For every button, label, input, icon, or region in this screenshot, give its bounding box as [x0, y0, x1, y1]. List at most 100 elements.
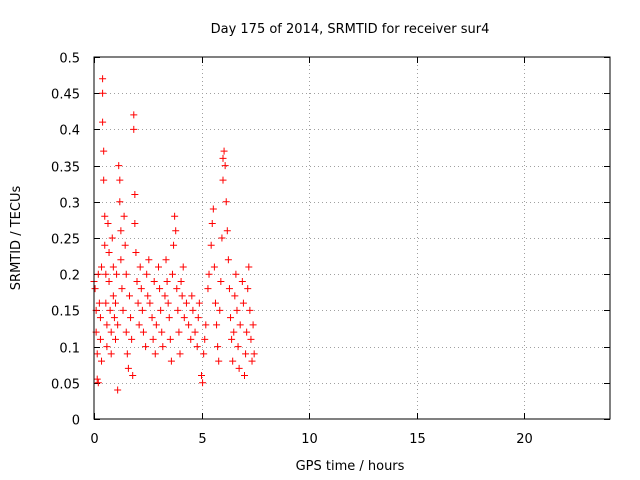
data-point [136, 263, 144, 271]
data-point [118, 285, 126, 293]
data-point [127, 314, 135, 322]
y-tick-label: 0.25 [51, 233, 80, 248]
data-point [249, 321, 257, 329]
data-point [137, 285, 145, 293]
y-tick-label: 0.4 [59, 124, 80, 139]
data-point [91, 285, 99, 293]
data-point [187, 335, 195, 343]
data-point [146, 299, 154, 307]
data-point [178, 292, 186, 300]
data-point [246, 306, 254, 314]
data-point [156, 285, 164, 293]
data-point [185, 321, 193, 329]
data-point [114, 321, 122, 329]
data-point [193, 343, 201, 351]
data-point [243, 328, 251, 336]
data-point [209, 205, 217, 213]
y-tick-label: 0.45 [51, 88, 80, 103]
data-point [200, 350, 208, 358]
data-point [228, 335, 236, 343]
data-point [195, 299, 203, 307]
data-point [162, 256, 170, 264]
data-point [233, 306, 241, 314]
data-point [123, 350, 131, 358]
data-point [179, 263, 187, 271]
data-point [159, 343, 167, 351]
data-point [100, 147, 108, 155]
data-point [191, 328, 199, 336]
data-point [128, 335, 136, 343]
data-point [134, 299, 142, 307]
axis-ticks [94, 57, 610, 420]
data-point [99, 75, 107, 83]
data-point [99, 89, 107, 97]
data-point [110, 314, 118, 322]
data-point [214, 343, 222, 351]
data-point [120, 212, 128, 220]
y-tick-label: 0.1 [59, 342, 80, 357]
data-point [165, 314, 173, 322]
x-axis-label: GPS time / hours [296, 459, 405, 474]
data-point [217, 277, 225, 285]
data-point [242, 350, 250, 358]
data-point [109, 263, 117, 271]
data-point [106, 306, 114, 314]
data-point [223, 227, 231, 235]
data-point [202, 321, 210, 329]
data-point [105, 248, 113, 256]
data-point [201, 335, 209, 343]
data-point [116, 176, 124, 184]
data-point [104, 220, 112, 228]
data-point [157, 306, 165, 314]
x-tick-labels: 0 5 10 15 20 [90, 432, 532, 447]
data-point [122, 328, 130, 336]
data-point [250, 350, 258, 358]
data-point [238, 277, 246, 285]
data-point [158, 328, 166, 336]
x-tick-label: 5 [198, 432, 206, 447]
data-point [145, 256, 153, 264]
data-point [229, 357, 237, 365]
data-point [152, 321, 160, 329]
data-point [239, 299, 247, 307]
y-tick-label: 0.35 [51, 161, 80, 176]
data-point [150, 277, 158, 285]
data-point [168, 270, 176, 278]
data-point [108, 234, 116, 242]
y-tick-label: 0 [72, 414, 80, 429]
data-point [102, 270, 110, 278]
data-point [98, 357, 106, 365]
data-point [94, 270, 102, 278]
data-point [198, 372, 205, 380]
data-point [143, 270, 151, 278]
data-point [213, 321, 221, 329]
data-point [144, 292, 152, 300]
data-point [99, 118, 107, 126]
y-tick-label: 0.5 [59, 52, 80, 67]
data-point [112, 335, 119, 343]
data-point [109, 292, 117, 300]
data-point [180, 314, 188, 322]
data-point [166, 335, 174, 343]
data-point [176, 350, 184, 358]
data-point [112, 299, 119, 307]
data-point [224, 256, 232, 264]
data-point [164, 299, 172, 307]
data-point [225, 285, 233, 293]
data-point [161, 292, 169, 300]
y-tick-label: 0.3 [59, 197, 80, 212]
data-point [117, 227, 125, 235]
data-point [235, 364, 243, 372]
data-point [167, 357, 175, 365]
data-point [107, 350, 115, 358]
data-point [174, 306, 182, 314]
x-tick-label: 0 [90, 432, 98, 447]
data-point [241, 372, 248, 380]
data-point [219, 154, 227, 162]
plot-frame [93, 56, 611, 420]
y-axis-label: SRMTID / TECUs [9, 186, 24, 291]
data-point [220, 147, 228, 155]
data-point [101, 241, 109, 249]
data-point [138, 306, 146, 314]
